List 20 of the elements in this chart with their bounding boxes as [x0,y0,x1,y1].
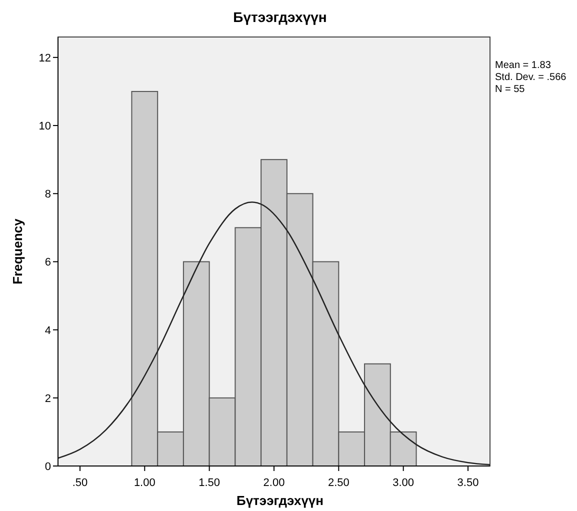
x-tick-label: .50 [72,477,88,489]
x-tick-label: 2.00 [263,477,285,489]
y-tick-label: 6 [44,256,51,269]
text: Std. Dev. = .566 [495,72,567,83]
y-axis-title: Frequency [10,218,25,284]
y-tick-label: 4 [44,324,51,337]
x-tick-label: 3.00 [392,477,414,489]
x-tick-label: 3.50 [457,477,479,489]
y-tick-label: 12 [38,52,51,64]
y-tick-label: 10 [38,120,51,133]
x-tick-label: 1.50 [198,477,220,489]
x-axis-title: Бүтээгдэхүүн [236,493,324,508]
y-tick-label: 8 [44,188,51,201]
x-tick-label: 1.00 [134,477,156,489]
chart-title: Бүтээгдэхүүн [233,9,327,25]
text: N = 55 [495,84,526,95]
y-tick-label: 0 [44,461,51,473]
y-tick-label: 2 [44,392,51,405]
x-tick-label: 2.50 [328,477,350,489]
text: Mean = 1.83 [495,60,552,71]
